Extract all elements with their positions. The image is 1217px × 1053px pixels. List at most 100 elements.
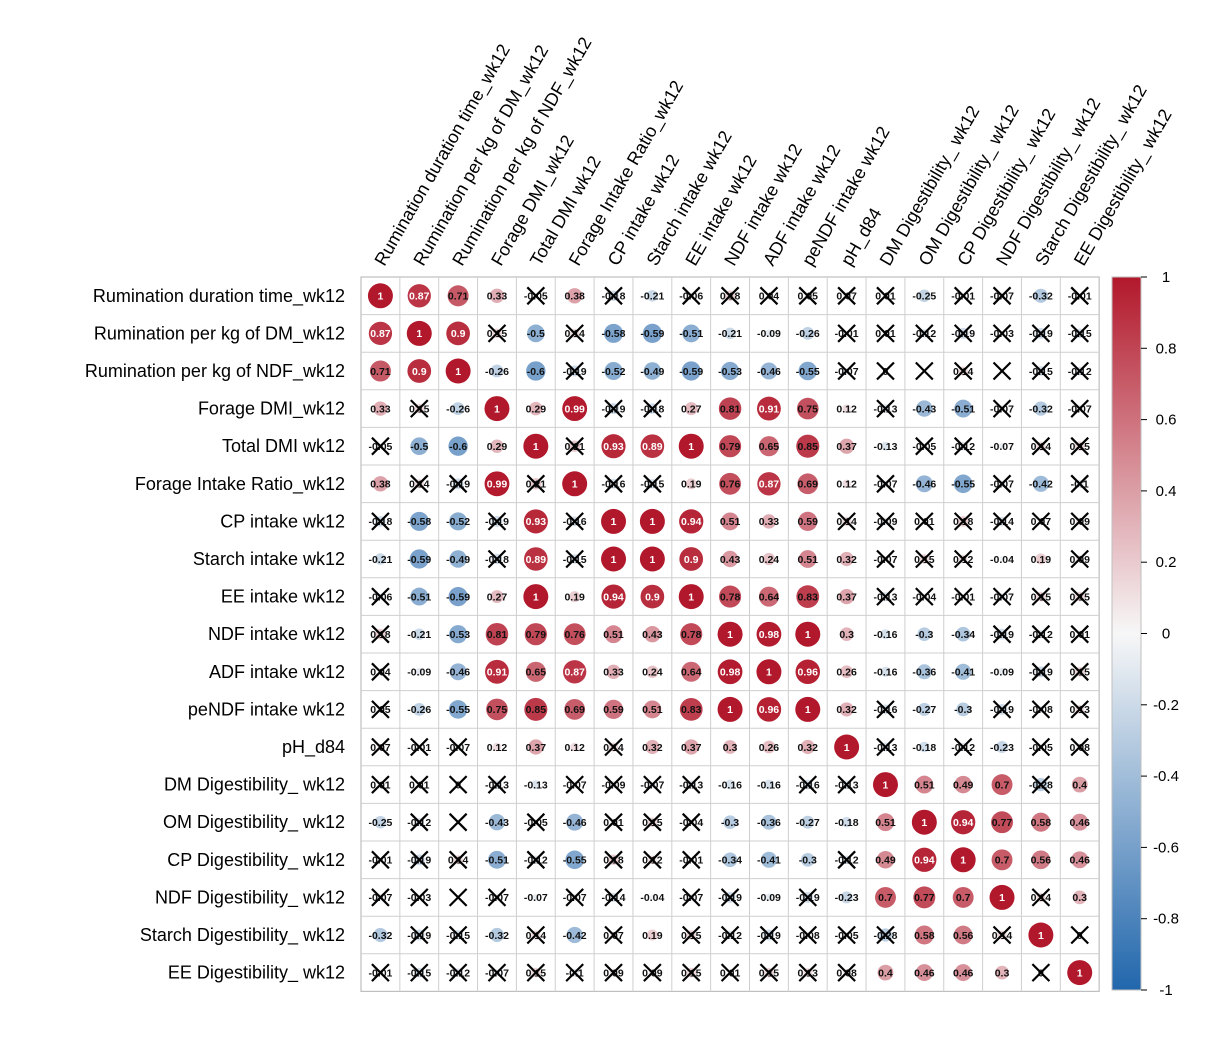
- correlation-value-label: -0.46: [563, 817, 587, 829]
- matrix-cell: -0.12: [407, 812, 431, 832]
- matrix-cell: 1: [601, 508, 627, 534]
- matrix-cell: 0.65: [526, 661, 546, 682]
- matrix-cell: -0.07: [640, 775, 664, 794]
- correlation-value-label: -0.21: [368, 554, 392, 566]
- matrix-cell: 0.78: [719, 585, 742, 608]
- correlation-value-label: -0.58: [407, 516, 431, 528]
- correlation-circle: [880, 666, 891, 677]
- correlation-value-label: 0.33: [603, 667, 624, 679]
- insignificant-cross: [992, 925, 1012, 945]
- correlation-value-label: 0.98: [759, 629, 780, 641]
- matrix-cell: 0.29: [487, 439, 507, 453]
- correlation-circle: [368, 321, 393, 346]
- matrix-cell: 0.51: [720, 512, 740, 531]
- matrix-cell: 0.15: [1070, 662, 1090, 682]
- insignificant-cross: [837, 775, 856, 794]
- matrix-cell: 0.3: [995, 965, 1009, 980]
- correlation-circle: [407, 359, 432, 383]
- correlation-circle: [642, 323, 662, 344]
- correlation-circle: [801, 815, 815, 829]
- correlation-value-label: 1: [766, 667, 772, 679]
- correlation-circle: [796, 434, 820, 458]
- matrix-cell: 0.08: [836, 963, 857, 982]
- matrix-cell: 0.69: [564, 699, 586, 720]
- matrix-cell: 1: [484, 396, 510, 422]
- matrix-cell: -0.07: [990, 399, 1014, 418]
- correlation-value-label: -0.09: [757, 892, 781, 904]
- matrix-cell: -0.07: [524, 892, 548, 904]
- matrix-cell: -0.19: [563, 361, 587, 381]
- matrix-cell: -0.46: [446, 663, 470, 681]
- correlation-value-label: -0.5: [527, 328, 545, 340]
- matrix-cell: 0.59: [798, 511, 818, 532]
- correlation-circle: [369, 360, 391, 382]
- correlation-value-label: 0.78: [720, 591, 741, 603]
- correlation-circle: [367, 283, 393, 309]
- insignificant-cross: [1070, 399, 1090, 418]
- matrix-cell: -0.23: [835, 891, 859, 904]
- matrix-cell: 0.37: [836, 438, 857, 454]
- correlation-value-label: -0.16: [757, 779, 781, 791]
- correlation-value-label: -0.13: [524, 779, 548, 791]
- matrix-cell: -0.19: [796, 888, 820, 907]
- matrix-cell: -0.18: [368, 512, 393, 531]
- insignificant-cross: [1070, 286, 1090, 306]
- insignificant-cross: [604, 925, 623, 945]
- matrix-cell: 0.51: [642, 700, 663, 719]
- correlation-value-label: 0.98: [720, 667, 741, 679]
- correlation-circle: [639, 508, 665, 534]
- correlation-circle: [601, 584, 626, 609]
- correlation-circle: [915, 775, 934, 794]
- correlation-value-label: 0.94: [681, 516, 702, 528]
- correlation-circle: [834, 734, 860, 760]
- correlation-value-label: 0.3: [723, 742, 738, 754]
- correlation-circle: [523, 584, 549, 610]
- insignificant-cross: [1070, 361, 1090, 381]
- insignificant-cross: [487, 963, 507, 982]
- matrix-cell: 1: [795, 696, 821, 722]
- correlation-value-label: 1: [688, 591, 694, 603]
- correlation-circle: [954, 775, 972, 794]
- matrix-cell: -0.13: [524, 779, 548, 791]
- correlation-value-label: 0.76: [564, 629, 585, 641]
- correlation-value-label: 0.94: [953, 817, 974, 829]
- correlation-value-label: 0.12: [836, 479, 857, 491]
- matrix-cell: -0.07: [874, 549, 898, 569]
- matrix-cell: 0.15: [642, 812, 663, 832]
- correlation-value-label: 0.89: [526, 554, 547, 566]
- insignificant-cross: [1031, 324, 1051, 343]
- correlation-value-label: -0.36: [757, 817, 781, 829]
- matrix-cell: 0.9: [640, 584, 665, 609]
- insignificant-cross: [876, 286, 895, 306]
- matrix-cell: 0.75: [486, 698, 508, 721]
- matrix-cell: -0.51: [485, 850, 509, 869]
- matrix-cell: -0.09: [990, 667, 1014, 679]
- correlation-circle: [956, 702, 971, 717]
- matrix-cell: 0.43: [720, 550, 740, 568]
- correlation-circle: [489, 927, 505, 943]
- correlation-circle: [765, 329, 773, 338]
- correlation-circle: [718, 397, 742, 420]
- correlation-circle: [839, 627, 854, 642]
- matrix-cell: 0.4: [877, 964, 894, 981]
- correlation-circle: [531, 780, 541, 790]
- correlation-value-label: 0.51: [603, 629, 624, 641]
- matrix-cell: -0.18: [912, 741, 936, 754]
- insignificant-cross: [1070, 324, 1090, 343]
- row-label: EE Digestibility_ wk12: [168, 963, 345, 984]
- insignificant-cross: [409, 850, 429, 870]
- insignificant-cross: [992, 286, 1012, 306]
- correlation-value-label: -0.04: [640, 892, 664, 904]
- matrix-cell: -0.09: [407, 667, 431, 679]
- correlation-circle: [912, 847, 937, 872]
- matrix-cell: 0.14: [526, 925, 546, 945]
- matrix-cell: -0.26: [446, 402, 470, 415]
- correlation-value-label: 0.9: [412, 366, 427, 378]
- correlation-value-label: 0.69: [564, 704, 585, 716]
- matrix-cell: 0.13: [1070, 700, 1090, 719]
- correlation-circle: [680, 623, 703, 646]
- correlation-circle: [717, 659, 743, 685]
- correlation-value-label: 0.51: [642, 704, 663, 716]
- correlation-value-label: 0.77: [992, 817, 1013, 829]
- insignificant-cross: [448, 888, 468, 907]
